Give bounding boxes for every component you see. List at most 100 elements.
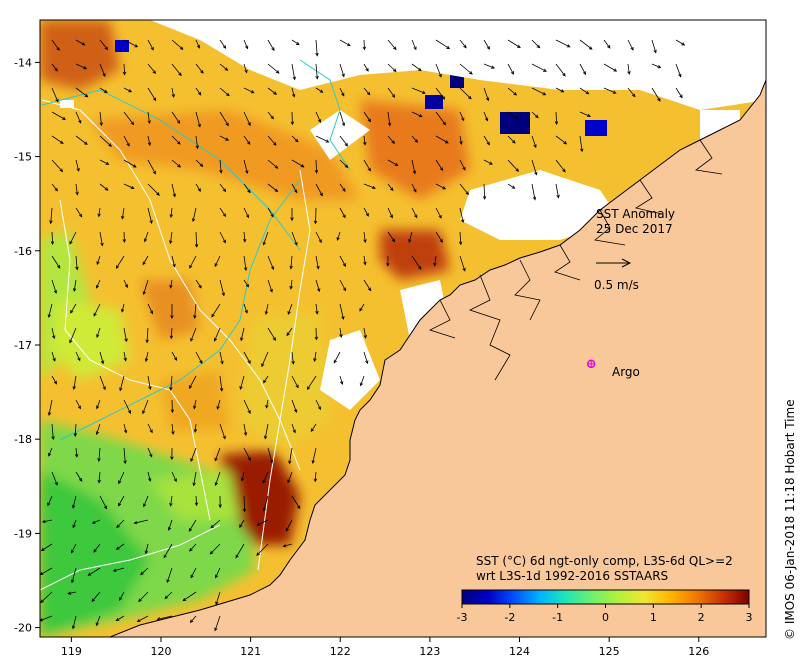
current-vector xyxy=(123,351,127,361)
current-vector-head xyxy=(97,213,101,218)
current-vector-head xyxy=(192,482,196,487)
current-vector xyxy=(261,351,269,367)
current-vector-head xyxy=(72,386,76,390)
current-vector xyxy=(411,135,418,143)
current-vector xyxy=(119,375,125,391)
current-vector xyxy=(75,447,78,457)
description-line-2: wrt L3S-1d 1992-2016 SSTAARS xyxy=(476,569,668,583)
current-vector-head xyxy=(318,239,322,244)
current-vector xyxy=(411,255,422,270)
current-vector-head xyxy=(222,45,227,49)
current-vector xyxy=(363,231,366,243)
current-vector-head xyxy=(147,477,152,482)
current-vector xyxy=(51,279,57,294)
current-vector xyxy=(99,351,104,364)
current-vector xyxy=(459,39,467,49)
current-vector-head xyxy=(112,568,117,572)
y-tick-label: -14 xyxy=(14,56,32,69)
current-vector xyxy=(507,183,515,189)
current-vector xyxy=(435,135,449,144)
current-vector-head xyxy=(294,409,298,414)
current-vector xyxy=(70,303,77,314)
current-vector xyxy=(47,495,53,506)
current-vector-head xyxy=(41,519,46,524)
current-vector-head xyxy=(314,336,319,341)
current-vector xyxy=(435,231,443,243)
current-vector-head xyxy=(215,601,219,606)
current-vector-head xyxy=(422,90,426,94)
current-vector-head xyxy=(534,171,538,176)
current-vector-head xyxy=(462,267,466,272)
current-vector xyxy=(99,111,102,126)
current-vector-head xyxy=(199,163,204,168)
current-vector-head xyxy=(132,164,137,168)
current-vector-head xyxy=(363,261,367,266)
current-vector xyxy=(171,87,175,98)
current-vector-head xyxy=(54,187,58,192)
current-vector-head xyxy=(510,71,514,75)
current-vector-head xyxy=(342,214,346,219)
current-vector-head xyxy=(193,315,197,319)
map-area xyxy=(40,20,766,637)
y-tick-label: -18 xyxy=(14,433,32,446)
current-vector-head xyxy=(127,410,131,414)
current-vector-head xyxy=(213,337,218,342)
current-vector xyxy=(215,591,221,605)
current-vector-head xyxy=(340,381,344,385)
current-vector-head xyxy=(274,188,279,193)
current-vector xyxy=(193,471,197,486)
current-vector xyxy=(387,111,391,126)
current-vector-head xyxy=(313,358,317,362)
current-vector xyxy=(651,39,657,53)
current-vector-head xyxy=(587,113,592,117)
current-vector xyxy=(267,135,277,146)
x-tick-label: 126 xyxy=(688,645,709,658)
current-vector-head xyxy=(240,337,244,342)
current-vector-head xyxy=(444,140,449,144)
current-vector xyxy=(387,159,398,166)
current-vector xyxy=(267,63,280,74)
current-vector xyxy=(291,423,296,433)
current-vector xyxy=(435,39,450,49)
current-vector-head xyxy=(219,169,223,174)
current-vector xyxy=(96,615,101,626)
current-vector xyxy=(257,519,269,526)
current-vector xyxy=(96,423,101,435)
current-vector-head xyxy=(446,45,451,50)
current-vector-head xyxy=(72,524,76,529)
current-vector xyxy=(75,135,88,145)
current-vector-head xyxy=(71,625,76,630)
current-vector-head xyxy=(341,73,345,78)
y-axis: -14 -15 -16 -17 -18 -19 -20 xyxy=(14,56,40,635)
current-vector xyxy=(219,375,223,391)
current-vector-head xyxy=(543,68,547,72)
current-vector-head xyxy=(147,142,152,147)
title-line-2: 25 Dec 2017 xyxy=(596,222,673,236)
current-vector xyxy=(315,279,320,292)
current-vector xyxy=(170,327,173,339)
current-vector-head xyxy=(657,97,661,102)
current-vector-head xyxy=(263,435,268,440)
current-vector xyxy=(603,39,611,49)
current-vector xyxy=(99,135,112,147)
current-vector-head xyxy=(214,627,218,632)
current-vector xyxy=(459,135,462,145)
current-vector-head xyxy=(367,118,372,123)
current-vector-head xyxy=(631,93,636,98)
current-vector xyxy=(219,279,225,296)
current-vector-head xyxy=(143,503,147,508)
current-vector-head xyxy=(81,42,86,46)
current-vector-head xyxy=(71,549,75,554)
current-vector xyxy=(363,183,376,189)
current-vector xyxy=(363,279,372,291)
current-vector-head xyxy=(211,313,215,318)
current-vector xyxy=(118,471,125,484)
current-vector xyxy=(123,111,134,125)
current-vector xyxy=(214,255,221,267)
current-vector-head xyxy=(365,360,369,365)
current-vector xyxy=(157,615,173,620)
current-vector xyxy=(387,39,397,50)
current-vector xyxy=(339,327,342,338)
current-vector xyxy=(171,351,177,361)
